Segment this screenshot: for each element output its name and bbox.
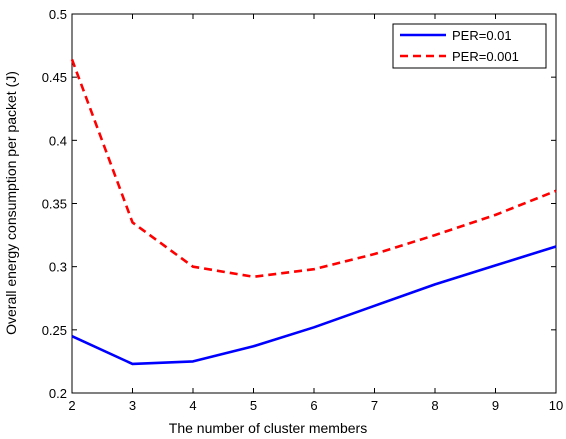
x-tick-label: 7 [371,398,378,413]
y-axis-label: Overall energy consumption per packet (J… [3,71,19,335]
legend-label-per-0-001: PER=0.001 [452,49,519,64]
x-tick-label: 5 [250,398,257,413]
x-tick-label: 4 [189,398,196,413]
x-tick-label: 2 [68,398,75,413]
y-tick-label: 0.2 [49,386,67,401]
x-tick-label: 6 [310,398,317,413]
x-tick-label: 8 [431,398,438,413]
axis-ticks: 2 3 4 5 6 7 8 9 10 0.2 0.25 0.3 0.35 0.4 0.45 0.5 [42,7,564,413]
plot-area [71,13,557,394]
legend: PER=0.01 PER=0.001 [392,23,547,69]
legend-box [392,23,547,69]
y-tick-label: 0.35 [42,197,67,212]
series-lines [70,59,557,366]
y-tick-label: 0.4 [49,133,67,148]
x-tick-label: 3 [129,398,136,413]
y-tick-label: 0.25 [42,323,67,338]
x-tick-label: 10 [549,398,563,413]
y-tick-label: 0.5 [49,7,67,22]
x-tick-label: 9 [492,398,499,413]
y-tick-label: 0.45 [42,70,67,85]
x-axis-label: The number of cluster members [169,420,367,436]
y-tick-label: 0.3 [49,260,67,275]
legend-label-per-0-01: PER=0.01 [452,28,512,43]
